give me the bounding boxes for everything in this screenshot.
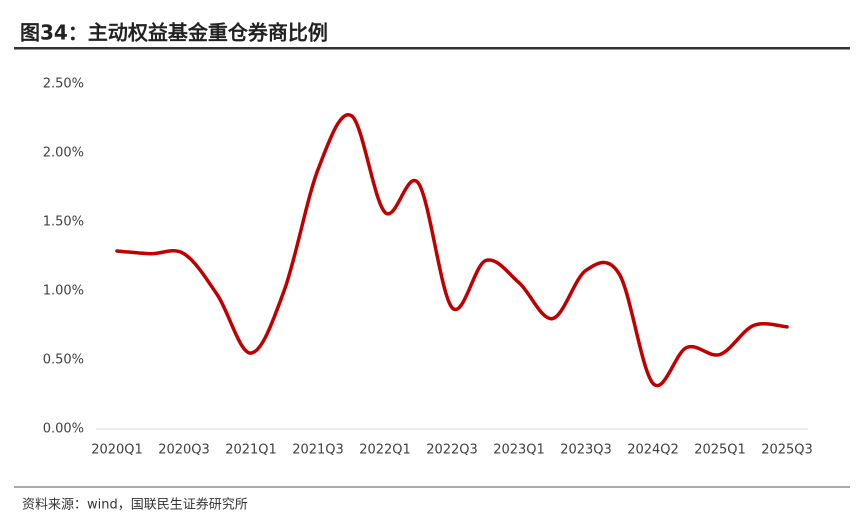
x-tick-label: 2020Q3	[158, 443, 210, 458]
x-tick-label: 2021Q1	[225, 443, 277, 458]
x-tick-label: 2023Q3	[560, 443, 612, 458]
y-tick-label: 2.00%	[43, 146, 84, 161]
x-tick-label: 2023Q1	[493, 443, 545, 458]
y-tick-label: 0.00%	[43, 422, 84, 437]
x-tick-label: 2022Q3	[426, 443, 478, 458]
source-note: 资料来源：wind，国联民生证券研究所	[22, 497, 248, 513]
y-tick-label: 0.50%	[43, 353, 84, 368]
x-tick-label: 2025Q1	[694, 443, 746, 458]
data-line	[115, 113, 789, 388]
chart-title: 图34：主动权益基金重仓券商比例	[20, 21, 328, 45]
x-tick-label: 2020Q1	[91, 443, 143, 458]
y-tick-label: 2.50%	[43, 77, 84, 92]
y-tick-label: 1.00%	[43, 284, 84, 299]
x-tick-label: 2022Q1	[359, 443, 411, 458]
x-tick-label: 2024Q2	[627, 443, 679, 458]
y-tick-label: 1.50%	[43, 215, 84, 230]
title-rule	[14, 47, 850, 50]
x-tick-label: 2025Q3	[761, 443, 813, 458]
x-tick-label: 2021Q3	[292, 443, 344, 458]
